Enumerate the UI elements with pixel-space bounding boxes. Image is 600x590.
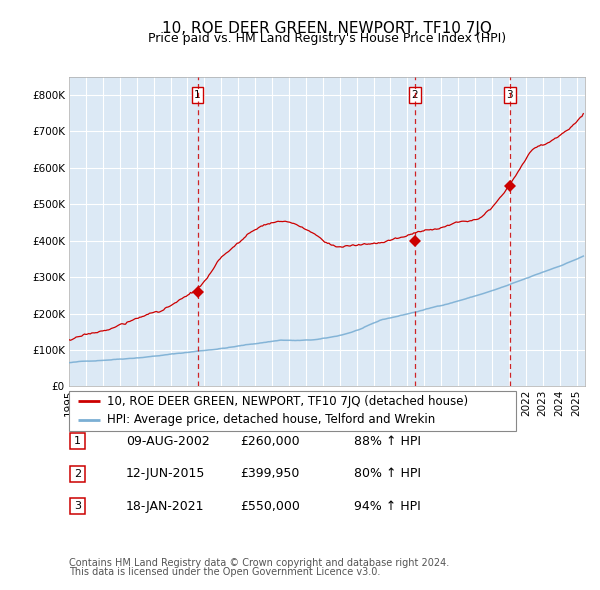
Text: £260,000: £260,000: [240, 435, 299, 448]
Text: 12-JUN-2015: 12-JUN-2015: [126, 467, 205, 480]
Text: £550,000: £550,000: [240, 500, 300, 513]
Text: 88% ↑ HPI: 88% ↑ HPI: [354, 435, 421, 448]
Text: 80% ↑ HPI: 80% ↑ HPI: [354, 467, 421, 480]
Text: 1: 1: [74, 437, 81, 446]
Text: Contains HM Land Registry data © Crown copyright and database right 2024.: Contains HM Land Registry data © Crown c…: [69, 558, 449, 568]
Text: 10, ROE DEER GREEN, NEWPORT, TF10 7JQ: 10, ROE DEER GREEN, NEWPORT, TF10 7JQ: [162, 21, 492, 35]
Text: 1: 1: [194, 90, 201, 100]
Text: 2: 2: [412, 90, 418, 100]
Text: 3: 3: [74, 502, 81, 511]
Text: 10, ROE DEER GREEN, NEWPORT, TF10 7JQ (detached house): 10, ROE DEER GREEN, NEWPORT, TF10 7JQ (d…: [107, 395, 468, 408]
Text: 3: 3: [506, 90, 513, 100]
Text: This data is licensed under the Open Government Licence v3.0.: This data is licensed under the Open Gov…: [69, 567, 380, 577]
Text: £399,950: £399,950: [240, 467, 299, 480]
Text: HPI: Average price, detached house, Telford and Wrekin: HPI: Average price, detached house, Telf…: [107, 414, 435, 427]
Text: 94% ↑ HPI: 94% ↑ HPI: [354, 500, 421, 513]
Text: 09-AUG-2002: 09-AUG-2002: [126, 435, 210, 448]
Text: 2: 2: [74, 469, 81, 478]
Text: Price paid vs. HM Land Registry's House Price Index (HPI): Price paid vs. HM Land Registry's House …: [148, 32, 506, 45]
Text: 18-JAN-2021: 18-JAN-2021: [126, 500, 205, 513]
